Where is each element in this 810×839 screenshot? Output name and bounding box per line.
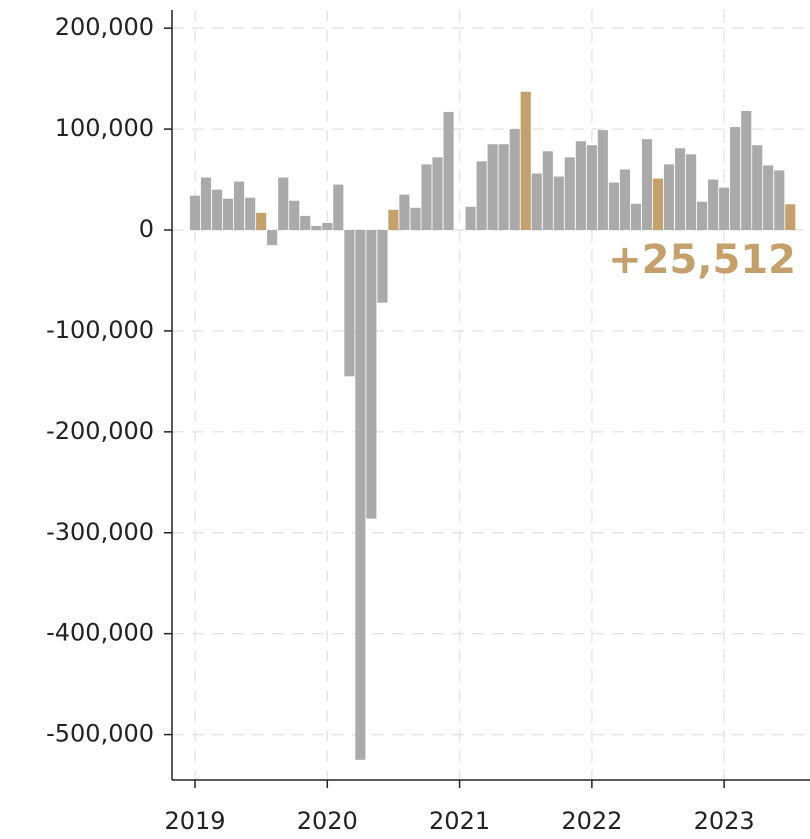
grid — [172, 10, 810, 780]
y-tick-label: 200,000 — [55, 13, 154, 41]
bar — [256, 212, 267, 230]
y-tick-label: -400,000 — [46, 619, 154, 647]
bar — [785, 204, 796, 230]
bar — [399, 194, 410, 230]
bar — [520, 91, 531, 230]
bar — [322, 222, 333, 230]
bar — [630, 203, 641, 230]
bar — [652, 178, 664, 230]
y-tick-label: -200,000 — [46, 417, 154, 445]
bar — [377, 230, 388, 303]
x-tick-label: 2019 — [164, 807, 225, 835]
y-tick-label: -300,000 — [46, 518, 154, 546]
bar — [542, 151, 553, 230]
y-tick-label: -500,000 — [46, 720, 154, 748]
bar — [189, 195, 201, 230]
bar — [774, 170, 785, 230]
x-tick-label: 2021 — [429, 807, 490, 835]
value-label: +25,512 — [608, 237, 796, 283]
bar — [553, 176, 564, 230]
bar — [719, 187, 730, 230]
bar — [311, 225, 322, 230]
bar — [608, 182, 620, 230]
bar — [641, 139, 653, 230]
bar — [476, 161, 487, 230]
bar — [597, 130, 608, 230]
bar — [619, 169, 631, 230]
bar — [212, 189, 223, 230]
bar — [443, 111, 454, 230]
bar — [344, 230, 355, 377]
bar — [531, 173, 542, 230]
bar — [233, 181, 245, 230]
bar — [575, 141, 586, 230]
x-tick-label: 2022 — [561, 807, 622, 835]
bar — [696, 201, 708, 230]
bar — [741, 110, 752, 230]
bar — [487, 144, 498, 230]
bar — [200, 177, 212, 230]
bar — [763, 165, 774, 230]
bar — [465, 206, 476, 230]
bar — [586, 145, 597, 230]
bar — [675, 148, 686, 230]
bar — [245, 197, 256, 230]
y-tick-label: 100,000 — [55, 114, 154, 142]
bar — [498, 144, 509, 230]
bar — [564, 157, 575, 230]
bar — [223, 198, 234, 230]
x-tick-label: 2023 — [694, 807, 755, 835]
y-tick-label: -100,000 — [46, 316, 154, 344]
bar — [278, 177, 289, 230]
bars — [189, 91, 796, 760]
bar — [289, 200, 300, 230]
bar — [366, 230, 377, 519]
bar — [509, 129, 520, 230]
bar — [432, 157, 443, 230]
y-tick-label: 0 — [139, 215, 154, 243]
bar — [421, 164, 432, 230]
bar — [388, 209, 399, 230]
bar — [663, 164, 675, 230]
bar — [730, 127, 741, 230]
bar — [410, 207, 421, 230]
bar — [300, 215, 311, 230]
x-tick-label: 2020 — [297, 807, 358, 835]
bar — [333, 184, 344, 230]
bar — [267, 230, 278, 246]
labels: 200,000 100,000 0 -100,000 -200,000 -300,000 -… — [46, 13, 796, 835]
bar — [355, 230, 366, 760]
bar — [686, 154, 697, 230]
bar — [752, 145, 763, 230]
bar — [708, 179, 719, 230]
